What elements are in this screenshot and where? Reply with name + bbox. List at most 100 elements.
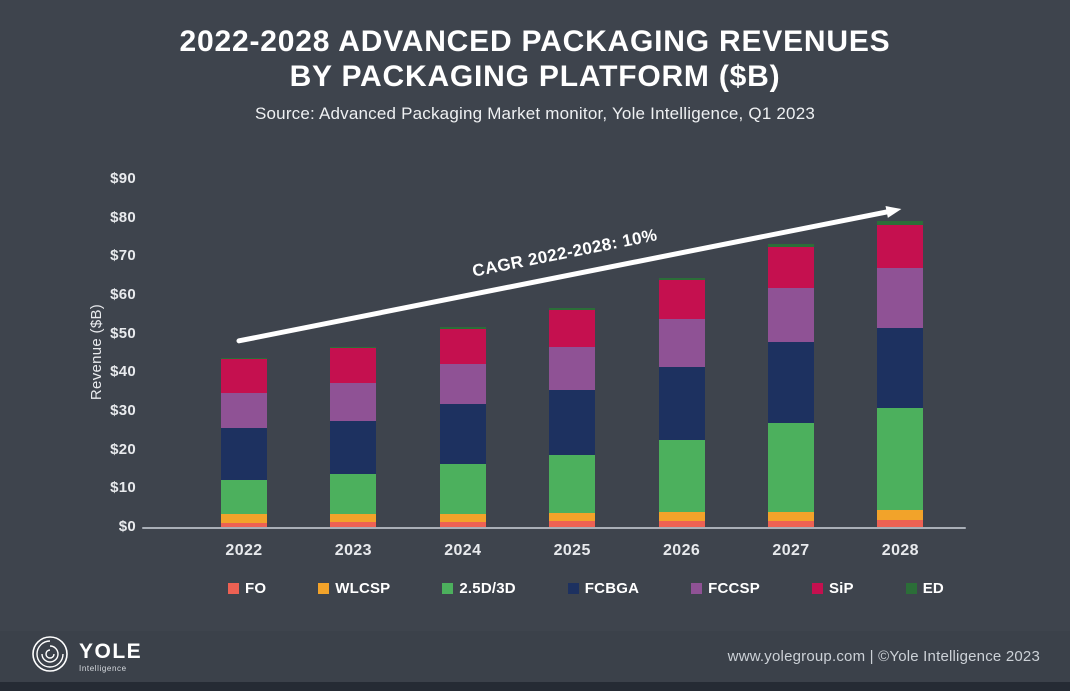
- y-axis-title: Revenue ($B): [88, 303, 105, 401]
- bar-segment-FO-2027: [768, 521, 814, 528]
- footer-copyright-text: www.yolegroup.com | ©Yole Intelligence 2…: [727, 648, 1040, 665]
- y-tick-label: $40: [110, 363, 136, 381]
- bar-segment-FO-2028: [877, 519, 924, 528]
- legend-item-FCBGA: FCBGA: [567, 580, 640, 597]
- bar-segment-FO-2026: [658, 521, 705, 528]
- legend-label: WLCSP: [335, 580, 391, 597]
- bar-segment-WLCSP-2022: [221, 514, 267, 523]
- bar-segment-25D3D-2028: [877, 408, 924, 510]
- x-axis-label-2025: 2025: [553, 542, 591, 559]
- legend-item-25D3D: 2.5D/3D: [442, 580, 516, 597]
- stacked-bar-chart: Revenue ($B) $0 $10 $20 $30 $40 $50 $60 $70 $80 $…: [88, 170, 966, 570]
- bar-segment-FCCSP-2023: [330, 383, 377, 422]
- bar-segment-FO-2025: [549, 521, 596, 528]
- cagr-annotation-text: CAGR 2022-2028: 10%: [471, 225, 659, 280]
- bar-segment-SiP-2026: [658, 280, 705, 320]
- stacked-bar-2028: [877, 221, 924, 528]
- bar-segment-FCCSP-2027: [768, 287, 814, 343]
- stacked-bar-2026: [658, 278, 705, 528]
- legend-item-WLCSP: WLCSP: [318, 580, 390, 597]
- yole-logo-name: YOLE: [79, 639, 143, 663]
- legend-swatch-icon: [228, 583, 239, 594]
- bar-segment-25D3D-2026: [658, 440, 705, 513]
- bar-segment-25D3D-2025: [549, 455, 596, 514]
- y-tick-label: $10: [110, 479, 136, 497]
- bar-segment-SiP-2023: [330, 348, 377, 384]
- bar-segment-WLCSP-2027: [768, 512, 814, 522]
- stacked-bar-2024: [439, 327, 486, 528]
- footer-content: YOLE Intelligence www.yolegroup.com | ©Y…: [0, 631, 1070, 682]
- bar-segment-FCCSP-2022: [221, 393, 267, 429]
- bar-segment-SiP-2024: [439, 328, 486, 365]
- legend-swatch-icon: [905, 583, 917, 594]
- y-tick-label: $20: [110, 440, 136, 458]
- legend-label: FCBGA: [584, 580, 640, 597]
- stacked-bar-2027: [768, 243, 814, 528]
- legend-swatch-icon: [691, 583, 703, 594]
- bar-segment-SiP-2028: [877, 225, 924, 269]
- stacked-bar-2023: [330, 347, 377, 528]
- bar-segment-25D3D-2023: [330, 473, 377, 515]
- y-tick-label: $50: [110, 324, 136, 342]
- legend-item-SiP: SiP: [811, 580, 854, 597]
- footer-bar: YOLE Intelligence www.yolegroup.com | ©Y…: [0, 631, 1070, 691]
- arrowhead-icon: [885, 206, 902, 218]
- x-axis-label-2022: 2022: [225, 542, 263, 559]
- y-tick-label: $0: [118, 518, 136, 535]
- bar-segment-FCBGA-2025: [549, 389, 596, 456]
- stacked-bar-2025: [549, 308, 596, 528]
- chart-title-line1: 2022-2028 ADVANCED PACKAGING REVENUES: [179, 25, 891, 58]
- legend-label: ED: [922, 580, 944, 597]
- footer-accent-strip: [0, 682, 1070, 691]
- bar-segment-FCCSP-2028: [877, 268, 924, 329]
- bar-segment-FCBGA-2022: [221, 428, 267, 481]
- bar-segment-FCCSP-2026: [658, 319, 705, 368]
- legend-swatch-icon: [811, 583, 823, 594]
- x-axis-label-2026: 2026: [662, 542, 701, 559]
- bar-segment-25D3D-2022: [221, 480, 267, 515]
- bar-segment-WLCSP-2024: [439, 514, 486, 523]
- bar-segment-WLCSP-2026: [658, 512, 705, 522]
- legend-swatch-icon: [442, 583, 454, 594]
- bar-segment-FCBGA-2027: [768, 342, 814, 424]
- chart-header: 2022-2028 ADVANCED PACKAGING REVENUES BY…: [0, 24, 1070, 124]
- bar-segment-ED-2022: [221, 357, 267, 359]
- y-tick-label: $90: [110, 170, 136, 187]
- bar-segment-FCBGA-2024: [439, 404, 486, 465]
- x-axis-label-2028: 2028: [881, 542, 919, 559]
- bar-segment-FO-2023: [330, 522, 377, 528]
- legend-item-FCCSP: FCCSP: [691, 580, 760, 597]
- chart-source-subtitle: Source: Advanced Packaging Market monito…: [254, 103, 816, 123]
- yole-logo-subtext: Intelligence: [79, 663, 127, 673]
- legend-swatch-icon: [567, 583, 579, 594]
- x-axis-label-2023: 2023: [334, 542, 372, 559]
- x-axis-line: [142, 527, 966, 529]
- bar-segment-FCCSP-2025: [549, 346, 596, 390]
- bar-segment-SiP-2027: [768, 246, 814, 288]
- y-tick-label: $30: [110, 402, 136, 419]
- stacked-bar-2022: [221, 357, 267, 528]
- bar-segment-WLCSP-2023: [330, 514, 377, 523]
- yole-brand: YOLE Intelligence: [30, 634, 142, 679]
- chart-legend: FO WLCSP 2.5D/3D FCBGA FCCSP SiP ED: [228, 580, 944, 597]
- x-axis-label-2027: 2027: [772, 542, 810, 559]
- legend-item-FO: FO: [228, 580, 266, 597]
- bar-segment-FO-2024: [439, 522, 486, 528]
- chart-title-line2: BY PACKAGING PLATFORM ($B): [289, 60, 781, 94]
- legend-label: SiP: [828, 580, 854, 597]
- bar-segment-SiP-2025: [549, 309, 596, 347]
- bar-segment-WLCSP-2028: [877, 509, 924, 520]
- y-tick-label: $60: [110, 286, 136, 303]
- bar-segment-WLCSP-2025: [549, 513, 596, 522]
- legend-item-ED: ED: [905, 580, 944, 597]
- bar-segment-FCBGA-2028: [877, 328, 924, 409]
- bar-segment-25D3D-2027: [768, 423, 814, 513]
- yole-logo-icon: [30, 634, 70, 679]
- bar-segment-FCBGA-2023: [330, 421, 377, 474]
- yole-brand-text: YOLE Intelligence: [79, 641, 142, 673]
- y-tick-label: $70: [110, 247, 136, 265]
- legend-label: FO: [245, 580, 267, 597]
- bar-segment-FCCSP-2024: [439, 364, 486, 405]
- bar-segment-SiP-2022: [221, 358, 267, 394]
